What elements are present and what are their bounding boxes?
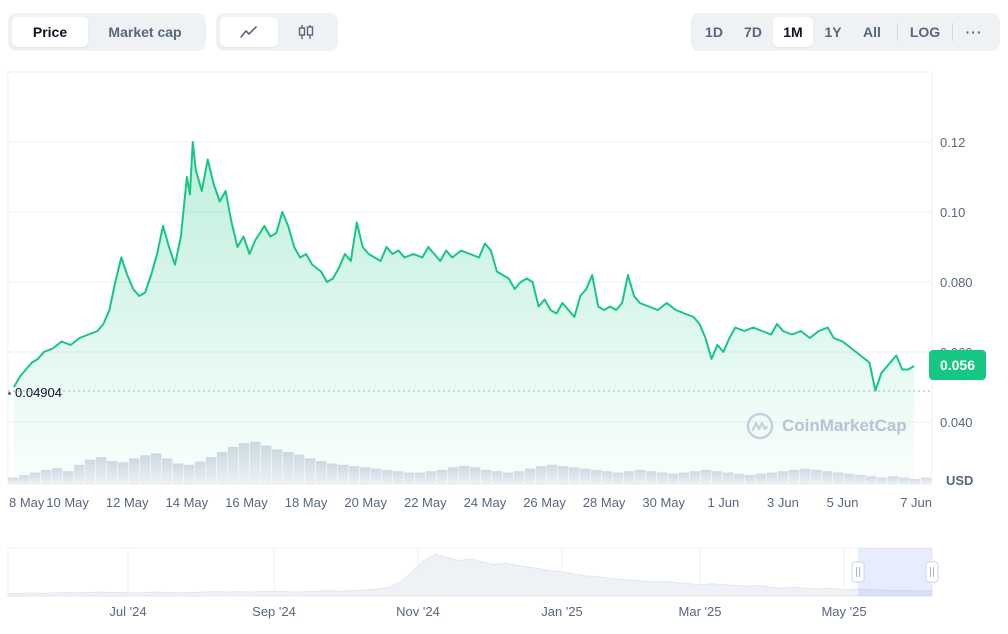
x-axis: 8 May 10 May 12 May 14 May 16 May 18 May 20 Ma… [9, 495, 932, 510]
y-tick-label: 0.10 [940, 205, 965, 220]
current-price-badge: 0.056 [929, 350, 986, 380]
x-tick-label: 18 May [285, 495, 328, 510]
x-tick-label: 30 May [642, 495, 685, 510]
line-chart-button[interactable] [220, 17, 278, 47]
range-1d-button[interactable]: 1D [705, 24, 723, 40]
y-tick-label: 0.080 [940, 275, 973, 290]
x-tick-label: 14 May [166, 495, 209, 510]
x-tick-label: 22 May [404, 495, 447, 510]
range-navigator[interactable] [7, 547, 939, 597]
navigator-selection[interactable] [858, 548, 932, 596]
navigator-tick-label: Jul '24 [109, 604, 146, 619]
range-1y-button[interactable]: 1Y [824, 24, 842, 40]
x-tick-label: 3 Jun [767, 495, 799, 510]
candlestick-icon [298, 25, 314, 39]
chart-type-group [216, 13, 338, 51]
price-line [13, 141, 915, 392]
candlestick-button[interactable] [278, 17, 334, 47]
more-options-button[interactable]: ··· [965, 24, 983, 40]
metric-tab-group: Price Market cap [8, 13, 206, 51]
coinmarketcap-logo-icon [746, 412, 774, 440]
line-chart-icon [240, 26, 257, 38]
x-tick-label: 16 May [225, 495, 268, 510]
navigator-tick-label: Sep '24 [252, 604, 296, 619]
log-scale-button[interactable]: LOG [909, 24, 941, 40]
navigator-tick-label: Nov '24 [396, 604, 440, 619]
navigator-tick-label: Mar '25 [679, 604, 722, 619]
watermark: CoinMarketCap [746, 412, 907, 440]
baseline-value-label: 0.04904 [8, 385, 62, 400]
x-tick-label: 7 Jun [900, 495, 932, 510]
range-all-button[interactable]: All [863, 24, 881, 40]
price-area-fill [14, 142, 915, 484]
watermark-text: CoinMarketCap [782, 416, 907, 435]
tab-price[interactable]: Price [12, 17, 88, 47]
toolbar-divider [897, 23, 898, 41]
baseline-marker-icon [8, 392, 11, 396]
tab-market-cap[interactable]: Market cap [108, 24, 182, 40]
y-tick-label: 0.12 [940, 135, 965, 150]
range-7d-button[interactable]: 7D [744, 24, 762, 40]
navigator-area [7, 553, 933, 597]
x-tick-label: 10 May [46, 495, 89, 510]
x-tick-label: 24 May [464, 495, 507, 510]
volume-bar [8, 477, 19, 484]
volume-bar [910, 478, 921, 484]
x-tick-label: 1 Jun [707, 495, 739, 510]
y-tick-label: 0.040 [940, 415, 973, 430]
navigator-right-handle[interactable] [925, 561, 939, 583]
range-group: 1D 7D 1M 1Y All LOG ··· [691, 13, 1000, 51]
x-tick-label: 8 May [9, 495, 45, 510]
range-1m-button[interactable]: 1M [773, 17, 813, 47]
x-tick-label: 20 May [344, 495, 387, 510]
price-area [13, 141, 915, 484]
volume-bar [921, 477, 932, 484]
baseline-value: 0.04904 [15, 385, 62, 400]
currency-label: USD [946, 473, 973, 488]
x-tick-label: 12 May [106, 495, 149, 510]
navigator-tick-label: May '25 [821, 604, 866, 619]
x-tick-label: 26 May [523, 495, 566, 510]
toolbar-divider [952, 23, 953, 41]
x-tick-label: 5 Jun [827, 495, 859, 510]
navigator-left-handle[interactable] [851, 561, 865, 583]
x-tick-label: 28 May [583, 495, 626, 510]
navigator-axis: Jul '24 Sep '24 Nov '24 Jan '25 Mar '25 May '… [109, 548, 867, 619]
navigator-tick-label: Jan '25 [541, 604, 583, 619]
